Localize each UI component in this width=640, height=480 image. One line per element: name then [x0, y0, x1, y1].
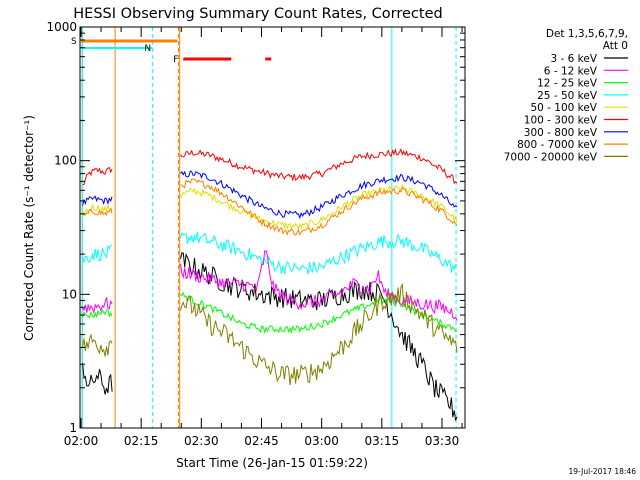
y-tick-label-2: 100 [54, 154, 77, 168]
y-axis-label: Corrected Count Rate (s⁻¹ detector⁻¹) [22, 115, 36, 341]
legend-header-att: Att 0 [603, 40, 628, 52]
series-line-8-1 [180, 282, 458, 385]
series-line-0-1 [180, 147, 458, 185]
x-axis-label: Start Time (26-Jan-15 01:59:22) [176, 456, 368, 470]
annotation-label-S: S [71, 37, 77, 47]
x-tick-label-6: 03:30 [425, 434, 460, 448]
series-line-7-1 [180, 291, 458, 334]
series-line-6-0 [82, 297, 113, 313]
legend-entry-label-1: 6 - 12 keV [544, 65, 598, 77]
x-tick-label-3: 02:45 [244, 434, 279, 448]
series-line-5-0 [82, 363, 113, 395]
x-tick-label-1: 02:15 [124, 434, 159, 448]
chart-title: HESSI Observing Summary Count Rates, Cor… [73, 6, 442, 22]
series-line-0-0 [82, 166, 113, 186]
annotation-label-F: F [173, 55, 178, 65]
series-line-4-0 [82, 244, 113, 263]
legend-header: Det 1,3,5,6,7,9, [546, 28, 628, 40]
series-line-1-0 [82, 195, 113, 206]
legend-entry-label-5: 100 - 300 keV [524, 115, 598, 127]
x-tick-label-4: 03:00 [304, 434, 339, 448]
plot-frame [79, 26, 466, 429]
series-line-1-1 [180, 170, 458, 220]
legend-entry-label-8: 7000 - 20000 keV [504, 151, 598, 163]
x-tick-label-0: 02:00 [64, 434, 99, 448]
series-line-3-0 [82, 207, 113, 217]
legend-entry-label-3: 25 - 50 keV [537, 90, 598, 102]
x-tick-label-2: 02:30 [184, 434, 219, 448]
legend-entry-label-0: 3 - 6 keV [550, 53, 597, 65]
series-line-3-1 [180, 178, 458, 236]
series-line-2-1 [180, 183, 458, 230]
annotation-label-N: N [144, 44, 151, 54]
series-line-4-1 [180, 231, 458, 275]
legend-entry-label-6: 300 - 800 keV [524, 127, 598, 139]
y-tick-label-1: 10 [62, 287, 77, 301]
series-line-7-0 [82, 308, 113, 319]
legend-entry-label-7: 800 - 7000 keV [517, 139, 598, 151]
series-line-6-1 [180, 250, 458, 321]
y-tick-label-3: 1000 [46, 20, 77, 34]
series-line-8-0 [82, 333, 113, 357]
series-line-2-0 [82, 203, 113, 218]
footer-timestamp: 19-Jul-2017 18:46 [568, 467, 636, 476]
series-line-5-1 [180, 252, 458, 421]
y-tick-label-0: 1 [69, 421, 77, 435]
x-tick-label-5: 03:15 [365, 434, 400, 448]
legend-entry-label-4: 50 - 100 keV [530, 102, 597, 114]
legend-entry-label-2: 12 - 25 keV [537, 78, 598, 90]
